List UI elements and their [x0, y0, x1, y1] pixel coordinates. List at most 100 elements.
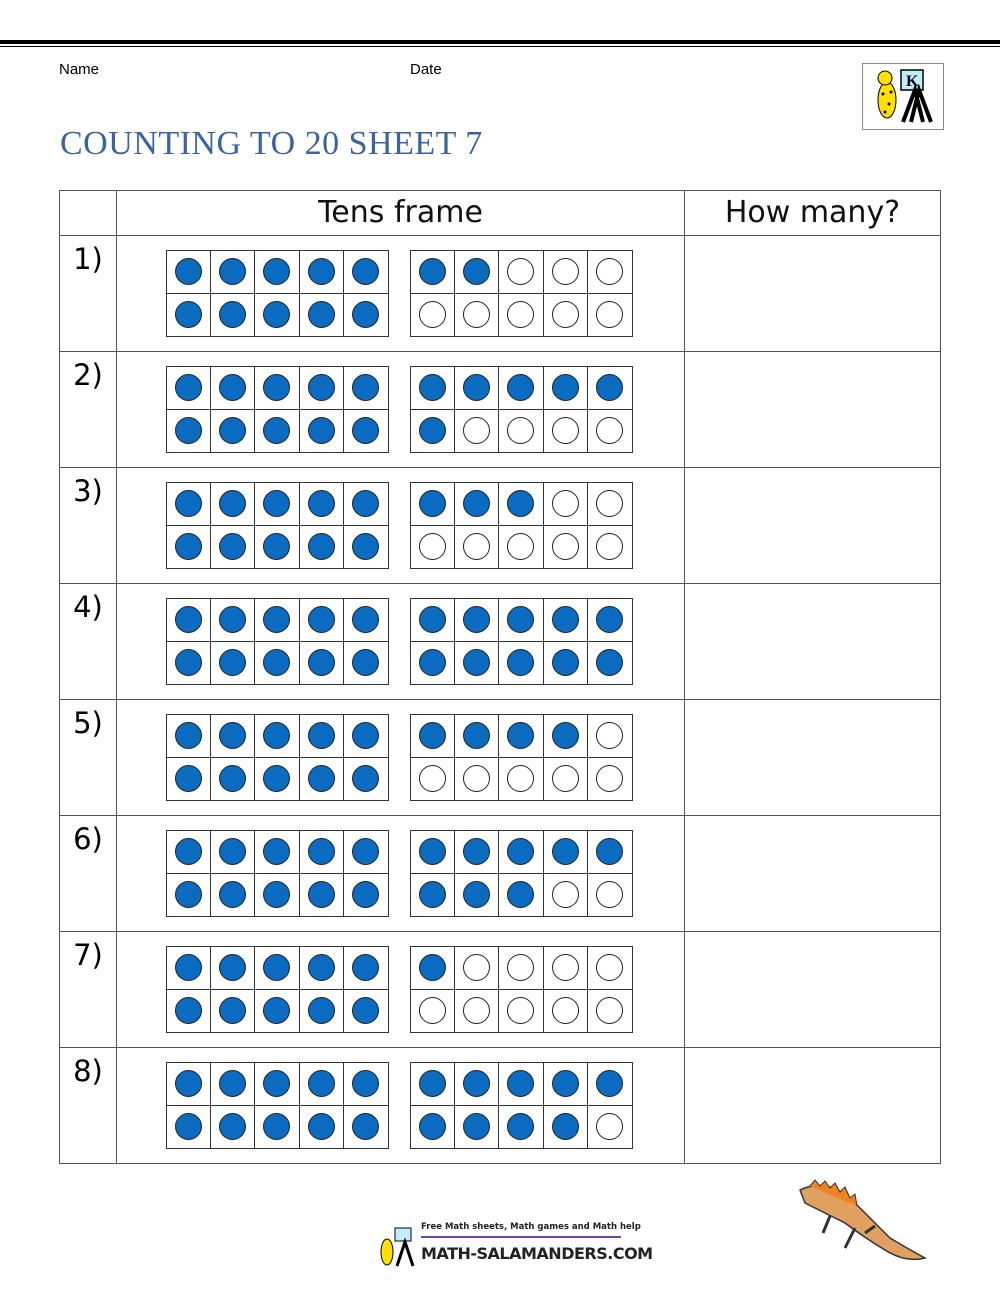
filled-counter — [507, 838, 535, 866]
frame-cell — [543, 831, 588, 874]
frame-cell — [587, 599, 632, 642]
top-rule-thin — [0, 46, 1000, 47]
question-row: 7) — [59, 931, 941, 1048]
frame-cell — [211, 483, 256, 526]
question-row: 4) — [59, 583, 941, 700]
filled-counter — [507, 1070, 535, 1098]
frame-cell — [343, 599, 388, 642]
answer-box[interactable] — [684, 699, 941, 816]
filled-counter — [307, 722, 335, 750]
frame-cell — [587, 251, 632, 294]
frame-cell — [455, 873, 500, 916]
frame-cell — [499, 367, 544, 410]
frame-cell — [411, 989, 456, 1032]
filled-counter — [263, 649, 291, 677]
filled-counter — [263, 765, 291, 793]
name-label: Name — [59, 61, 100, 78]
filled-counter — [175, 722, 203, 750]
frame-cell — [167, 1105, 212, 1148]
filled-counter — [307, 1070, 335, 1098]
filled-counter — [419, 606, 447, 634]
frame-cell — [344, 526, 388, 569]
filled-counter — [463, 258, 491, 286]
salamander-logo: K — [862, 63, 944, 130]
filled-counter — [596, 374, 624, 402]
frame-cell — [411, 873, 456, 916]
filled-counter — [352, 606, 380, 634]
filled-counter — [419, 417, 447, 445]
frame-cell — [455, 251, 500, 294]
frame-cell — [343, 1063, 388, 1106]
filled-counter — [307, 533, 335, 561]
filled-counter — [463, 606, 491, 634]
footer-logo: Free Math sheets, Math games and Math he… — [373, 1222, 673, 1272]
filled-counter — [219, 417, 247, 445]
frame-cell — [211, 525, 256, 568]
filled-counter — [263, 533, 291, 561]
empty-counter — [463, 533, 491, 561]
frame-cell — [543, 1063, 588, 1106]
frame-cell — [255, 947, 300, 990]
answer-box[interactable] — [684, 931, 941, 1048]
frame-cell — [300, 757, 344, 800]
question-number: 5) — [59, 699, 117, 816]
filled-counter — [551, 1070, 579, 1098]
empty-counter — [507, 258, 535, 286]
empty-counter — [507, 417, 535, 445]
frame-cell — [455, 1105, 500, 1148]
filled-counter — [551, 722, 579, 750]
filled-counter — [175, 533, 203, 561]
empty-counter — [419, 765, 447, 793]
frame-cell — [588, 642, 632, 685]
filled-counter — [307, 374, 335, 402]
frame-cell — [167, 641, 212, 684]
frame-cell — [299, 831, 344, 874]
frame-cell — [543, 947, 588, 990]
filled-counter — [263, 838, 291, 866]
answer-box[interactable] — [684, 351, 941, 468]
answer-box[interactable] — [684, 583, 941, 700]
frame-cell — [588, 294, 632, 337]
frame-cell — [455, 525, 500, 568]
tens-frame — [166, 482, 389, 569]
empty-counter — [551, 258, 579, 286]
frame-cell — [455, 1063, 500, 1106]
filled-counter — [307, 954, 335, 982]
frame-cell — [499, 989, 544, 1032]
header-tens-frame: Tens frame — [116, 190, 685, 236]
answer-box[interactable] — [684, 467, 941, 584]
filled-counter — [175, 374, 203, 402]
answer-box[interactable] — [684, 815, 941, 932]
frame-cell — [300, 293, 344, 336]
answer-box[interactable] — [684, 235, 941, 352]
empty-counter — [419, 301, 447, 329]
filled-counter — [175, 649, 203, 677]
frame-cell — [543, 715, 588, 758]
filled-counter — [175, 606, 203, 634]
frame-cell — [411, 599, 456, 642]
frame-cell — [499, 873, 544, 916]
frame-cell — [344, 874, 388, 917]
filled-counter — [419, 258, 447, 286]
filled-counter — [307, 417, 335, 445]
question-row: 2) — [59, 351, 941, 468]
frame-cell — [211, 293, 256, 336]
question-number: 2) — [59, 351, 117, 468]
page-title: COUNTING TO 20 SHEET 7 — [60, 125, 483, 162]
frame-cell — [343, 947, 388, 990]
frame-cell — [588, 874, 632, 917]
filled-counter — [307, 997, 335, 1025]
tens-frame — [410, 830, 633, 917]
filled-counter — [307, 881, 335, 909]
question-number: 7) — [59, 931, 117, 1048]
frame-cell — [167, 989, 212, 1032]
filled-counter — [219, 722, 247, 750]
filled-counter — [219, 838, 247, 866]
empty-counter — [507, 301, 535, 329]
footer-tagline: Free Math sheets, Math games and Math he… — [421, 1222, 641, 1232]
frame-cell — [499, 483, 544, 526]
frame-cell — [544, 409, 588, 452]
answer-box[interactable] — [684, 1047, 941, 1164]
empty-counter — [419, 997, 447, 1025]
frame-cell — [543, 483, 588, 526]
